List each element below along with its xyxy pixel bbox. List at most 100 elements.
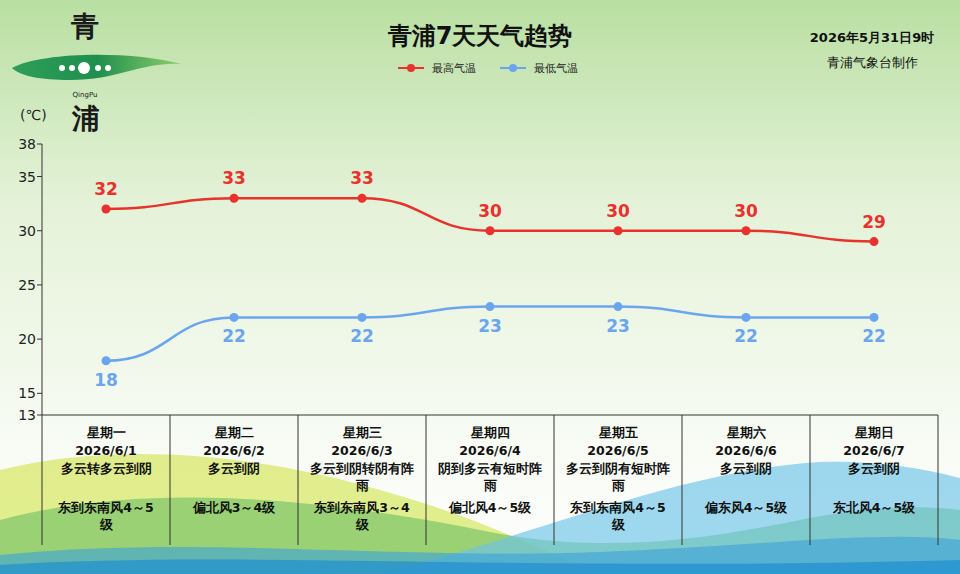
y-tick: [37, 230, 42, 231]
weather: 多云到阴: [848, 461, 900, 476]
point: [102, 205, 111, 214]
data-label: 30: [478, 201, 502, 221]
point: [614, 302, 623, 311]
data-label: 23: [478, 316, 502, 336]
point: [742, 226, 751, 235]
weather: 多云到阴: [208, 461, 260, 476]
table-line: [810, 415, 811, 545]
weekday: 星期六: [726, 425, 766, 440]
point: [102, 356, 111, 365]
point: [486, 302, 495, 311]
data-label: 32: [94, 179, 118, 199]
point: [230, 194, 239, 203]
data-labels: 32 33 33 30 30 30 29 18 22 22 23 23 22 22: [94, 168, 886, 390]
weekday: 星期四: [470, 425, 510, 440]
logo-dot: [78, 62, 90, 74]
logo-text: QingPu: [73, 91, 98, 99]
y-tick-label: 35: [18, 169, 36, 185]
data-label: 30: [606, 201, 630, 221]
weekday: 星期二: [214, 425, 254, 440]
table-line: [170, 415, 171, 545]
weather: 阴到多云有短时阵雨: [438, 461, 542, 493]
point: [358, 313, 367, 322]
data-label: 22: [350, 326, 374, 346]
x-tick-label: 2026/6/2: [203, 443, 264, 458]
logo-brush: [12, 55, 182, 80]
x-tick-label: 2026/6/4: [459, 443, 521, 458]
data-label: 22: [862, 326, 886, 346]
legend-label: 最高气温: [432, 62, 476, 75]
weather: 多云到阴: [720, 461, 772, 476]
weekday: 星期五: [598, 425, 638, 440]
logo-dot: [59, 65, 65, 71]
logo-dot: [105, 65, 111, 71]
y-tick: [37, 144, 42, 145]
wind: 东北风4～5级: [832, 500, 916, 515]
chart: 青QingPu浦青浦7天天气趋势2026年5月31日9时青浦气象台制作最高气温最…: [0, 0, 960, 574]
weekday: 星期一: [86, 425, 126, 440]
data-label: 22: [734, 326, 758, 346]
data-label: 33: [222, 168, 246, 188]
point: [742, 313, 751, 322]
table-line: [938, 415, 939, 545]
point: [870, 313, 879, 322]
logo: 青 QingPu 浦: [12, 10, 182, 135]
point: [230, 313, 239, 322]
subtitle: 2026年5月31日9时: [810, 30, 934, 45]
legend-label: 最低气温: [534, 62, 578, 75]
wind: 偏东风4～5级: [704, 500, 788, 515]
y-tick-label: 25: [18, 277, 36, 293]
legend-marker: [509, 64, 517, 72]
x-tick-label: 2026/6/6: [715, 443, 777, 458]
logo-dot: [95, 65, 101, 71]
point: [870, 237, 879, 246]
point: [358, 194, 367, 203]
series-line: [106, 307, 874, 361]
y-tick-label: 20: [18, 331, 36, 347]
x-tick-label: 2026/6/7: [843, 443, 904, 458]
decoration: [0, 454, 960, 574]
data-label: 18: [94, 370, 118, 390]
weather: 多云到阴有短时阵雨: [566, 461, 670, 493]
legend: 最高气温 最低气温: [398, 62, 578, 75]
logo-dot: [69, 65, 75, 71]
plot-area: [102, 194, 879, 366]
logo-top: 青: [70, 10, 99, 43]
data-label: 30: [734, 201, 758, 221]
y-tick-label: 13: [18, 407, 36, 423]
point: [614, 226, 623, 235]
wind: 东到东南风4～5级: [57, 500, 153, 532]
data-label: 22: [222, 326, 246, 346]
weather: 多云转多云到阴: [61, 461, 152, 476]
table-line: [554, 415, 555, 545]
wind: 偏北风4～5级: [448, 500, 532, 515]
y-axis-title: (℃): [20, 107, 47, 123]
y-tick-label: 15: [18, 385, 36, 401]
wind: 东到东南风3～4级: [313, 500, 410, 532]
weekday: 星期日: [854, 425, 894, 440]
y-tick-label: 38: [18, 136, 36, 152]
series-line: [106, 198, 874, 241]
table-line: [298, 415, 299, 545]
weekday: 星期三: [342, 425, 382, 440]
y-tick: [37, 415, 42, 416]
wind: 偏北风3～4级: [192, 500, 276, 515]
y-tick-label: 30: [18, 223, 36, 239]
legend-marker: [407, 64, 415, 72]
table-line: [42, 415, 43, 545]
background: [0, 0, 960, 574]
x-tick-label: 2026/6/1: [75, 443, 136, 458]
y-tick: [37, 339, 42, 340]
table-line: [42, 415, 938, 416]
y-tick: [37, 393, 42, 394]
data-label: 29: [862, 212, 886, 232]
title: 青浦7天天气趋势: [387, 22, 573, 50]
data-label: 23: [606, 316, 630, 336]
table: 星期一 2026/6/1 多云转多云到阴东到东南风4～5级 星期二 2026/6/2 多云…: [42, 415, 938, 545]
point: [486, 226, 495, 235]
y-tick: [37, 284, 42, 285]
table-line: [426, 415, 427, 545]
data-label: 33: [350, 168, 374, 188]
table-line: [682, 415, 683, 545]
logo-bottom: 浦: [71, 102, 100, 135]
